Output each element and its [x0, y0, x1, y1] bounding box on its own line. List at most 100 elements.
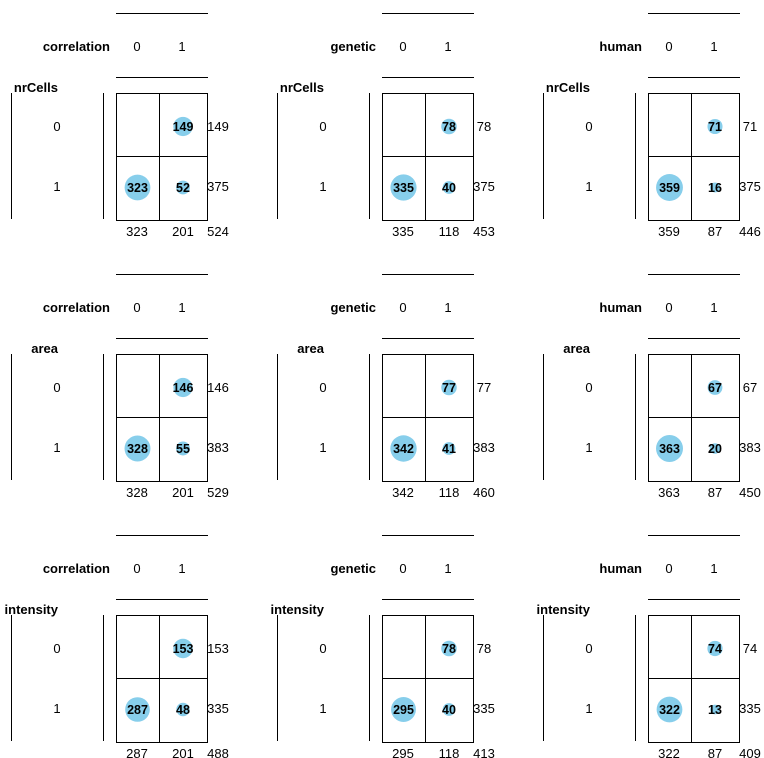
- cell-bubble: [173, 116, 193, 137]
- cell-bubble: [656, 435, 683, 462]
- contingency-panel: human 0 1 area 0 1 67 363 20 67 383 363 87 450: [543, 274, 761, 500]
- column-total: 118: [439, 224, 460, 239]
- row-level-label: 1: [53, 701, 60, 716]
- cell-count: 16: [708, 181, 722, 195]
- column-level-label: 0: [133, 561, 140, 576]
- cell-bubble: [176, 702, 190, 717]
- row-level-label: 0: [53, 380, 60, 395]
- row-total: 67: [743, 380, 757, 395]
- grand-total: 409: [739, 746, 761, 758]
- cell-bubble: [442, 181, 456, 194]
- row-level-label: 0: [319, 119, 326, 134]
- column-level-label: 1: [178, 561, 185, 576]
- row-total: 78: [477, 641, 491, 656]
- cell-count: 323: [127, 181, 148, 195]
- column-level-label: 1: [178, 39, 185, 54]
- column-total: 295: [392, 746, 414, 758]
- cell-bubble: [707, 380, 723, 395]
- grand-total: 524: [207, 224, 229, 239]
- row-level-label: 1: [585, 179, 592, 194]
- grand-total: 453: [473, 224, 495, 239]
- contingency-panel: correlation 0 1 area 0 1 146 328 55 146 383 328 201 5…: [11, 274, 229, 500]
- cell-bubble: [173, 377, 193, 398]
- column-level-label: 0: [665, 300, 672, 315]
- cell-bubble: [442, 703, 456, 716]
- cell-bubble: [442, 442, 456, 455]
- cell-bubble: [441, 118, 457, 135]
- row-total: 375: [473, 179, 495, 194]
- column-variable-label: correlation: [43, 300, 110, 315]
- row-total: 78: [477, 119, 491, 134]
- row-total: 383: [207, 440, 229, 455]
- column-variable-label: genetic: [330, 561, 376, 576]
- row-level-label: 0: [53, 641, 60, 656]
- row-variable-label: intensity: [537, 602, 591, 617]
- column-level-label: 0: [665, 39, 672, 54]
- cell-count: 322: [659, 703, 680, 717]
- cell-bubble: [707, 118, 723, 135]
- cell-bubble: [441, 640, 457, 657]
- cell-count: 149: [173, 120, 194, 134]
- column-total: 322: [658, 746, 680, 758]
- column-total: 359: [658, 224, 680, 239]
- cell-count: 295: [393, 703, 414, 717]
- cell-bubble: [709, 443, 721, 454]
- cell-count: 13: [708, 703, 722, 717]
- row-level-label: 0: [585, 641, 592, 656]
- column-level-label: 0: [133, 39, 140, 54]
- cell-bubble: [390, 174, 417, 201]
- cell-count: 41: [442, 442, 456, 456]
- column-level-label: 0: [399, 300, 406, 315]
- column-variable-label: human: [599, 561, 642, 576]
- column-total: 335: [392, 224, 414, 239]
- row-total: 74: [743, 641, 757, 656]
- column-level-label: 0: [399, 39, 406, 54]
- column-level-label: 1: [444, 300, 451, 315]
- cell-bubble: [125, 697, 150, 722]
- cell-bubble: [441, 379, 457, 396]
- row-variable-label: intensity: [5, 602, 59, 617]
- row-total: 375: [739, 179, 761, 194]
- row-variable-label: area: [563, 341, 591, 356]
- cell-count: 67: [708, 381, 722, 395]
- row-level-label: 1: [585, 440, 592, 455]
- column-level-label: 1: [710, 561, 717, 576]
- cell-bubble: [707, 640, 723, 657]
- cell-count: 40: [442, 703, 456, 717]
- cell-count: 359: [659, 181, 680, 195]
- row-level-label: 1: [53, 179, 60, 194]
- cell-count: 77: [442, 381, 456, 395]
- contingency-panel: genetic 0 1 area 0 1 77 342 41 77 383 342 118 460: [277, 274, 495, 500]
- column-level-label: 0: [665, 561, 672, 576]
- cell-bubble: [176, 180, 190, 195]
- cell-count: 48: [176, 703, 190, 717]
- grand-total: 450: [739, 485, 761, 500]
- row-total: 335: [473, 701, 495, 716]
- column-variable-label: genetic: [330, 39, 376, 54]
- column-total: 118: [439, 746, 460, 758]
- column-level-label: 1: [444, 561, 451, 576]
- column-level-label: 1: [710, 39, 717, 54]
- row-variable-label: intensity: [271, 602, 325, 617]
- row-total: 383: [739, 440, 761, 455]
- row-total: 146: [207, 380, 229, 395]
- row-level-label: 1: [319, 179, 326, 194]
- cell-bubble: [709, 182, 721, 193]
- cell-count: 335: [393, 181, 414, 195]
- column-total: 342: [392, 485, 414, 500]
- cell-count: 20: [708, 442, 722, 456]
- column-total: 328: [126, 485, 148, 500]
- cell-count: 342: [393, 442, 414, 456]
- row-total: 77: [477, 380, 491, 395]
- row-level-label: 1: [585, 701, 592, 716]
- column-level-label: 1: [444, 39, 451, 54]
- cell-count: 55: [176, 442, 190, 456]
- column-variable-label: correlation: [43, 561, 110, 576]
- column-total: 201: [172, 485, 194, 500]
- row-total: 335: [739, 701, 761, 716]
- cell-count: 71: [708, 120, 722, 134]
- cell-bubble: [176, 441, 190, 456]
- cell-bubble: [656, 696, 683, 723]
- row-variable-label: area: [297, 341, 325, 356]
- column-level-label: 1: [710, 300, 717, 315]
